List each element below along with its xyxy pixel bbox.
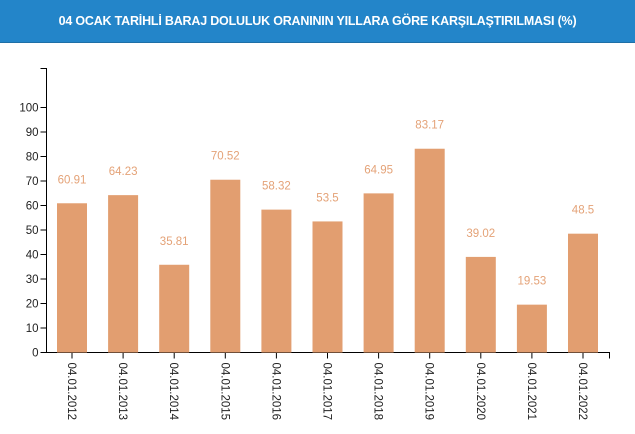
y-tick-label: 60 <box>26 201 39 213</box>
y-tick-label: 20 <box>26 299 39 311</box>
bars: 60.91 64.23 35.81 70.52 58.32 53.5 64.95 83.17 3… <box>57 120 598 353</box>
bar-value-label: 35.81 <box>160 236 189 248</box>
bar[interactable] <box>159 264 190 353</box>
x-axis: 04.01.2012 04.01.2013 04.01.2014 04.01.2015… <box>40 352 610 421</box>
bar[interactable] <box>261 209 292 353</box>
chart-header: 04 OCAK TARİHLİ BARAJ DOLULUK ORANININ Y… <box>0 0 635 43</box>
y-axis: 0 10 20 30 40 50 60 70 80 90 100 <box>19 68 47 360</box>
bar[interactable] <box>210 179 241 353</box>
bar-value-label: 64.95 <box>364 164 393 176</box>
y-tick-label: 70 <box>26 176 39 188</box>
bar-value-label: 53.5 <box>316 192 338 204</box>
bar[interactable] <box>516 304 547 353</box>
x-tick-label: 04.01.2014 <box>167 363 179 421</box>
y-tick-label: 10 <box>26 323 39 335</box>
x-tick-label: 04.01.2013 <box>116 363 128 421</box>
bar[interactable] <box>414 148 445 353</box>
bar[interactable] <box>568 233 598 353</box>
x-tick-label: 04.01.2020 <box>474 363 486 421</box>
bar-value-label: 64.23 <box>109 166 138 178</box>
bar[interactable] <box>108 195 139 353</box>
bar-value-label: 48.5 <box>572 205 594 217</box>
bar-value-label: 58.32 <box>262 181 291 193</box>
x-tick-label: 04.01.2016 <box>269 363 281 421</box>
y-tick-label: 100 <box>19 103 38 115</box>
y-tick-label: 30 <box>26 274 39 286</box>
y-tick-label: 90 <box>26 127 39 139</box>
bar[interactable] <box>465 256 496 353</box>
bar-value-label: 19.53 <box>518 276 547 288</box>
bar[interactable] <box>363 193 394 353</box>
x-tick-label: 04.01.2021 <box>525 363 537 421</box>
x-tick-label: 04.01.2015 <box>218 363 230 421</box>
y-tick-label: 40 <box>26 250 39 262</box>
x-tick-label: 04.01.2017 <box>321 363 333 421</box>
x-tick-label: 04.01.2018 <box>372 363 384 421</box>
x-tick-label: 04.01.2019 <box>423 363 435 421</box>
y-tick-label: 80 <box>26 152 39 164</box>
bar-value-label: 60.91 <box>58 174 87 186</box>
bar-value-label: 39.02 <box>466 228 495 240</box>
y-tick-label: 50 <box>26 225 39 237</box>
y-tick-label: 0 <box>32 348 38 360</box>
bar[interactable] <box>312 221 343 353</box>
bar-value-label: 83.17 <box>415 120 444 132</box>
chart-title: 04 OCAK TARİHLİ BARAJ DOLULUK ORANININ Y… <box>58 14 577 28</box>
bar-value-label: 70.52 <box>211 151 240 163</box>
x-tick-label: 04.01.2022 <box>576 363 588 421</box>
bar[interactable] <box>57 203 87 353</box>
x-tick-label: 04.01.2012 <box>65 363 77 421</box>
